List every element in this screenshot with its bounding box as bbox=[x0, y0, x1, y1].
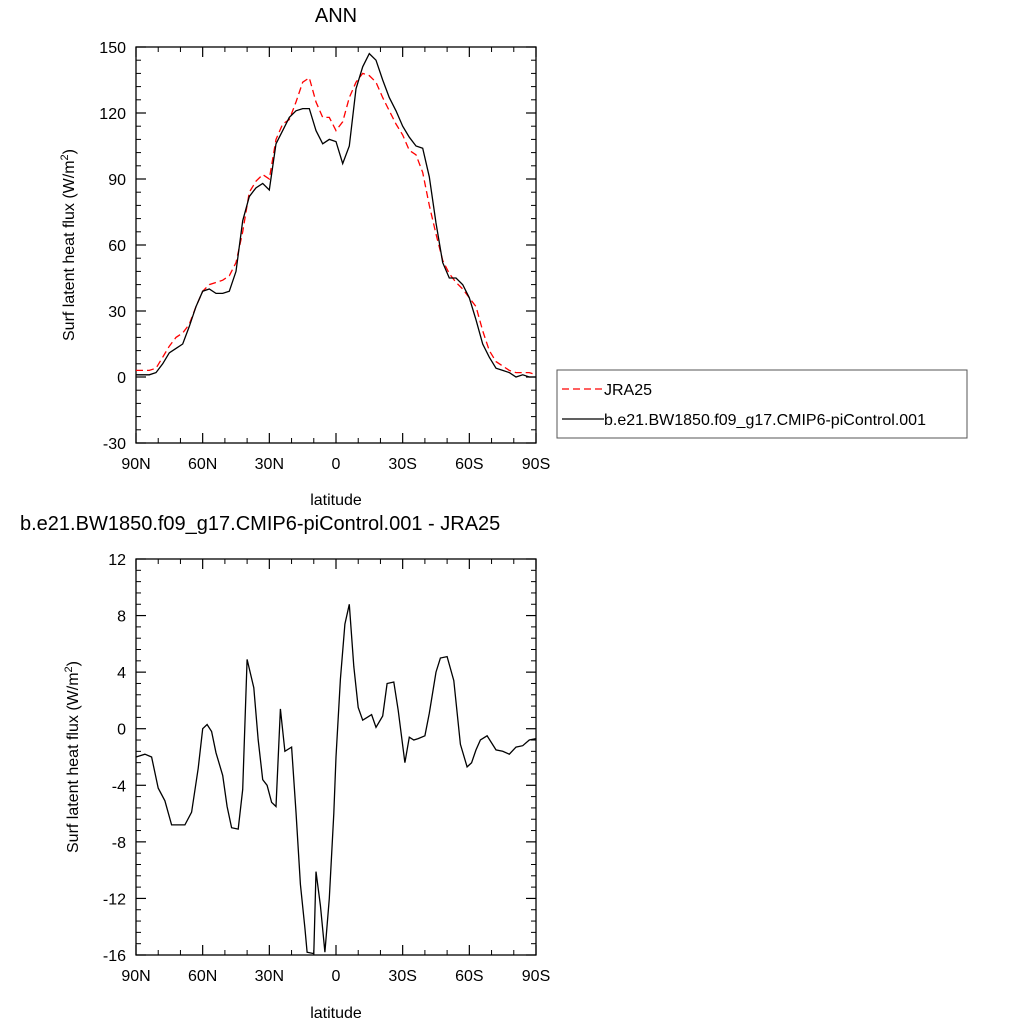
bottom-x-tick-label: 0 bbox=[332, 968, 341, 985]
top-y-tick-label: 30 bbox=[108, 304, 126, 321]
bottom-x-tick-label: 60S bbox=[455, 968, 483, 985]
top-y-tick-label: -30 bbox=[103, 436, 126, 453]
bottom-chart-panel: b.e21.BW1850.f09_g17.CMIP6-piControl.001… bbox=[20, 513, 550, 1022]
top-y-tick-label: 60 bbox=[108, 238, 126, 255]
bottom-chart-title: b.e21.BW1850.f09_g17.CMIP6-piControl.001… bbox=[20, 513, 500, 535]
bottom-x-tick-label: 90N bbox=[121, 968, 150, 985]
top-chart-frame bbox=[135, 46, 537, 444]
top-series-line-b-e21-bw1850-f09-g17 bbox=[136, 52, 536, 378]
top-y-tick-label: 0 bbox=[117, 370, 126, 387]
legend-label-jra25: JRA25 bbox=[604, 382, 652, 399]
top-chart-title: ANN bbox=[315, 5, 357, 27]
bottom-chart-series bbox=[135, 604, 537, 955]
bottom-y-tick-label: 8 bbox=[117, 609, 126, 626]
bottom-y-tick-label: 12 bbox=[108, 552, 126, 569]
legend-box bbox=[556, 369, 968, 439]
top-series-line-jra25 bbox=[136, 72, 537, 376]
legend: JRA25 b.e21.BW1850.f09_g17.CMIP6-piContr… bbox=[556, 369, 968, 439]
bottom-series-line-0 bbox=[135, 604, 537, 955]
bottom-chart-xlabel: latitude bbox=[310, 1005, 362, 1022]
bottom-x-tick-label: 30N bbox=[255, 968, 284, 985]
bottom-y-tick-label: -4 bbox=[112, 778, 126, 795]
top-chart-series bbox=[135, 52, 537, 378]
bottom-chart-ticks: 90N 60N 30N 0 30S 60S 90S -16 -12 -8 -4 0 4 8 12 bbox=[103, 552, 550, 985]
top-x-tick-label: 30N bbox=[255, 456, 284, 473]
bottom-y-tick-label: -8 bbox=[112, 835, 126, 852]
top-x-tick-label: 90N bbox=[121, 456, 150, 473]
top-chart-ylabel: Surf latent heat flux (W/m2) bbox=[59, 149, 78, 341]
bottom-x-tick-label: 30S bbox=[388, 968, 416, 985]
top-x-tick-label: 60S bbox=[455, 456, 483, 473]
top-y-tick-label: 120 bbox=[99, 106, 126, 123]
top-x-tick-label: 90S bbox=[522, 456, 550, 473]
bottom-x-tick-label: 90S bbox=[522, 968, 550, 985]
top-chart-ticks: 90N 60N 30N 0 30S 60S 90S -30 0 30 60 90 120 150 bbox=[99, 40, 550, 473]
top-x-tick-label: 60N bbox=[188, 456, 217, 473]
bottom-chart-ylabel: Surf latent heat flux (W/m2) bbox=[63, 661, 82, 853]
bottom-y-tick-label: -16 bbox=[103, 948, 126, 965]
top-y-tick-label: 150 bbox=[99, 40, 126, 57]
top-x-tick-label: 30S bbox=[388, 456, 416, 473]
top-chart-panel: ANN 90N 60N 30N 0 30S 60S 90S-300306090120150 … bbox=[59, 5, 550, 509]
top-x-tick-label: 0 bbox=[332, 456, 341, 473]
top-y-tick-label: 90 bbox=[108, 172, 126, 189]
bottom-y-tick-label: 0 bbox=[117, 722, 126, 739]
bottom-x-tick-label: 60N bbox=[188, 968, 217, 985]
legend-label-model: b.e21.BW1850.f09_g17.CMIP6-piControl.001 bbox=[604, 412, 926, 429]
bottom-y-tick-label: -12 bbox=[103, 891, 126, 908]
top-chart-xlabel: latitude bbox=[310, 492, 362, 509]
bottom-y-tick-label: 4 bbox=[117, 665, 126, 682]
